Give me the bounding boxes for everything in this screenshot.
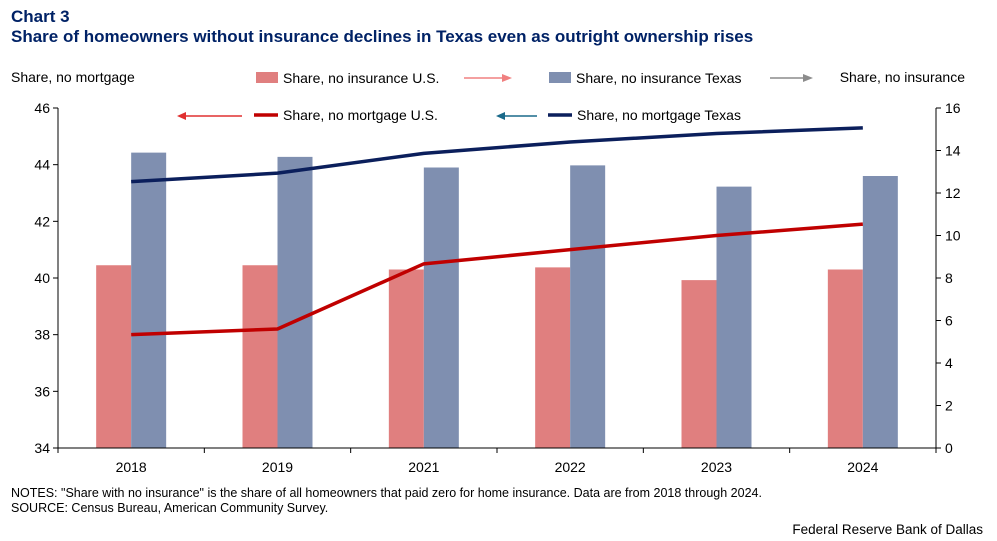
arrow-left-icon [496, 112, 537, 120]
bar-tx-insurance [423, 167, 459, 448]
bar-us-insurance [827, 269, 863, 448]
right-tick-label: 2 [945, 398, 953, 414]
notes-line: NOTES: "Share with no insurance" is the … [11, 486, 762, 500]
left-tick-label: 38 [34, 327, 50, 343]
legend-swatch-tx-insurance [549, 72, 571, 83]
legend-label-tx-insurance: Share, no insurance Texas [576, 70, 742, 86]
line-tx-mortgage [131, 126, 863, 184]
chart-title: Share of homeowners without insurance de… [11, 27, 754, 46]
right-tick-label: 6 [945, 313, 953, 329]
notes: NOTES: "Share with no insurance" is the … [11, 486, 762, 516]
bar-us-insurance [388, 269, 424, 448]
left-axis-title: Share, no mortgage [11, 69, 135, 85]
chart-label: Chart 3 [11, 7, 70, 26]
x-tick-label: 2022 [555, 459, 586, 475]
legend: Share, no insurance U.S. Share, no insur… [177, 70, 813, 123]
right-tick-label: 16 [945, 100, 961, 116]
legend-label-us-insurance: Share, no insurance U.S. [283, 70, 439, 86]
left-tick-label: 46 [34, 100, 50, 116]
x-tick-label: 2019 [262, 459, 293, 475]
right-tick-label: 12 [945, 185, 961, 201]
left-tick-label: 40 [34, 270, 50, 286]
legend-label-tx-mortgage: Share, no mortgage Texas [577, 107, 741, 123]
right-tick-label: 8 [945, 270, 953, 286]
arrow-right-icon [464, 74, 512, 82]
bar-us-insurance [96, 265, 132, 448]
left-tick-label: 36 [34, 383, 50, 399]
bar-tx-insurance [570, 165, 606, 448]
right-tick-label: 4 [945, 355, 953, 371]
bar-tx-insurance [277, 156, 313, 448]
line-us-mortgage [131, 222, 863, 337]
arrow-left-icon [177, 112, 242, 120]
bar-us-insurance [681, 280, 717, 448]
x-tick-label: 2018 [116, 459, 147, 475]
bar-tx-insurance [862, 176, 898, 448]
left-tick-label: 34 [34, 440, 50, 456]
credit: Federal Reserve Bank of Dallas [792, 522, 983, 537]
legend-label-us-mortgage: Share, no mortgage U.S. [283, 107, 438, 123]
x-tick-label: 2024 [847, 459, 878, 475]
bar-tx-insurance [716, 186, 752, 448]
x-tick-label: 2021 [408, 459, 439, 475]
bar-us-insurance [242, 265, 278, 448]
arrow-right-icon [770, 74, 813, 82]
bar-us-insurance [535, 267, 571, 448]
source-line: SOURCE: Census Bureau, American Communit… [11, 501, 329, 515]
x-tick-label: 2023 [701, 459, 732, 475]
left-tick-label: 44 [34, 157, 50, 173]
right-axis-title: Share, no insurance [840, 69, 966, 85]
bar-tx-insurance [131, 152, 167, 448]
left-tick-label: 42 [34, 213, 50, 229]
legend-swatch-us-insurance [256, 72, 278, 83]
right-tick-label: 0 [945, 440, 953, 456]
title-block: Chart 3 Share of homeowners without insu… [11, 7, 753, 47]
right-tick-label: 10 [945, 228, 961, 244]
right-tick-label: 14 [945, 143, 961, 159]
